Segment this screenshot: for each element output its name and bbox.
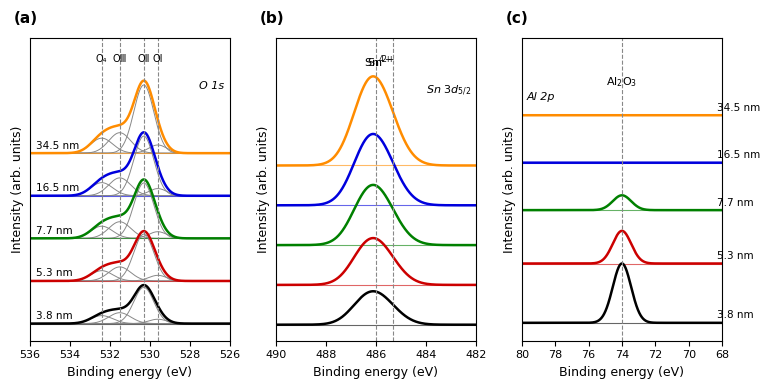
Text: (a): (a) <box>14 11 38 26</box>
Text: 34.5 nm: 34.5 nm <box>36 141 79 151</box>
Text: Sn$^{4+}$: Sn$^{4+}$ <box>364 53 392 70</box>
Text: 5.3 nm: 5.3 nm <box>717 251 753 261</box>
X-axis label: Binding energy (eV): Binding energy (eV) <box>560 366 685 379</box>
Text: 34.5 nm: 34.5 nm <box>717 103 760 113</box>
Text: (b): (b) <box>259 11 284 26</box>
Text: 5.3 nm: 5.3 nm <box>36 268 73 278</box>
X-axis label: Binding energy (eV): Binding energy (eV) <box>313 366 438 379</box>
Text: O₄: O₄ <box>96 54 107 64</box>
Text: OⅡ: OⅡ <box>137 54 150 64</box>
Text: Sn$^{2+}$: Sn$^{2+}$ <box>367 53 395 70</box>
Text: OⅠ: OⅠ <box>153 54 163 64</box>
Text: O 1s: O 1s <box>198 81 224 91</box>
Text: 16.5 nm: 16.5 nm <box>36 183 79 193</box>
Text: Al$_2$O$_3$: Al$_2$O$_3$ <box>606 75 638 89</box>
Text: 7.7 nm: 7.7 nm <box>36 226 73 236</box>
Text: 3.8 nm: 3.8 nm <box>717 310 753 321</box>
Text: 16.5 nm: 16.5 nm <box>717 150 760 160</box>
Y-axis label: Intensity (arb. units): Intensity (arb. units) <box>11 126 24 253</box>
Text: 3.8 nm: 3.8 nm <box>36 311 73 321</box>
Text: (c): (c) <box>506 11 529 26</box>
Y-axis label: Intensity (arb. units): Intensity (arb. units) <box>257 126 270 253</box>
Text: 7.7 nm: 7.7 nm <box>717 198 753 208</box>
Text: OⅢ: OⅢ <box>113 54 127 64</box>
Text: Al 2p: Al 2p <box>527 92 555 101</box>
Y-axis label: Intensity (arb. units): Intensity (arb. units) <box>503 126 516 253</box>
X-axis label: Binding energy (eV): Binding energy (eV) <box>67 366 192 379</box>
Text: Sn $3d_{5/2}$: Sn $3d_{5/2}$ <box>425 84 471 98</box>
